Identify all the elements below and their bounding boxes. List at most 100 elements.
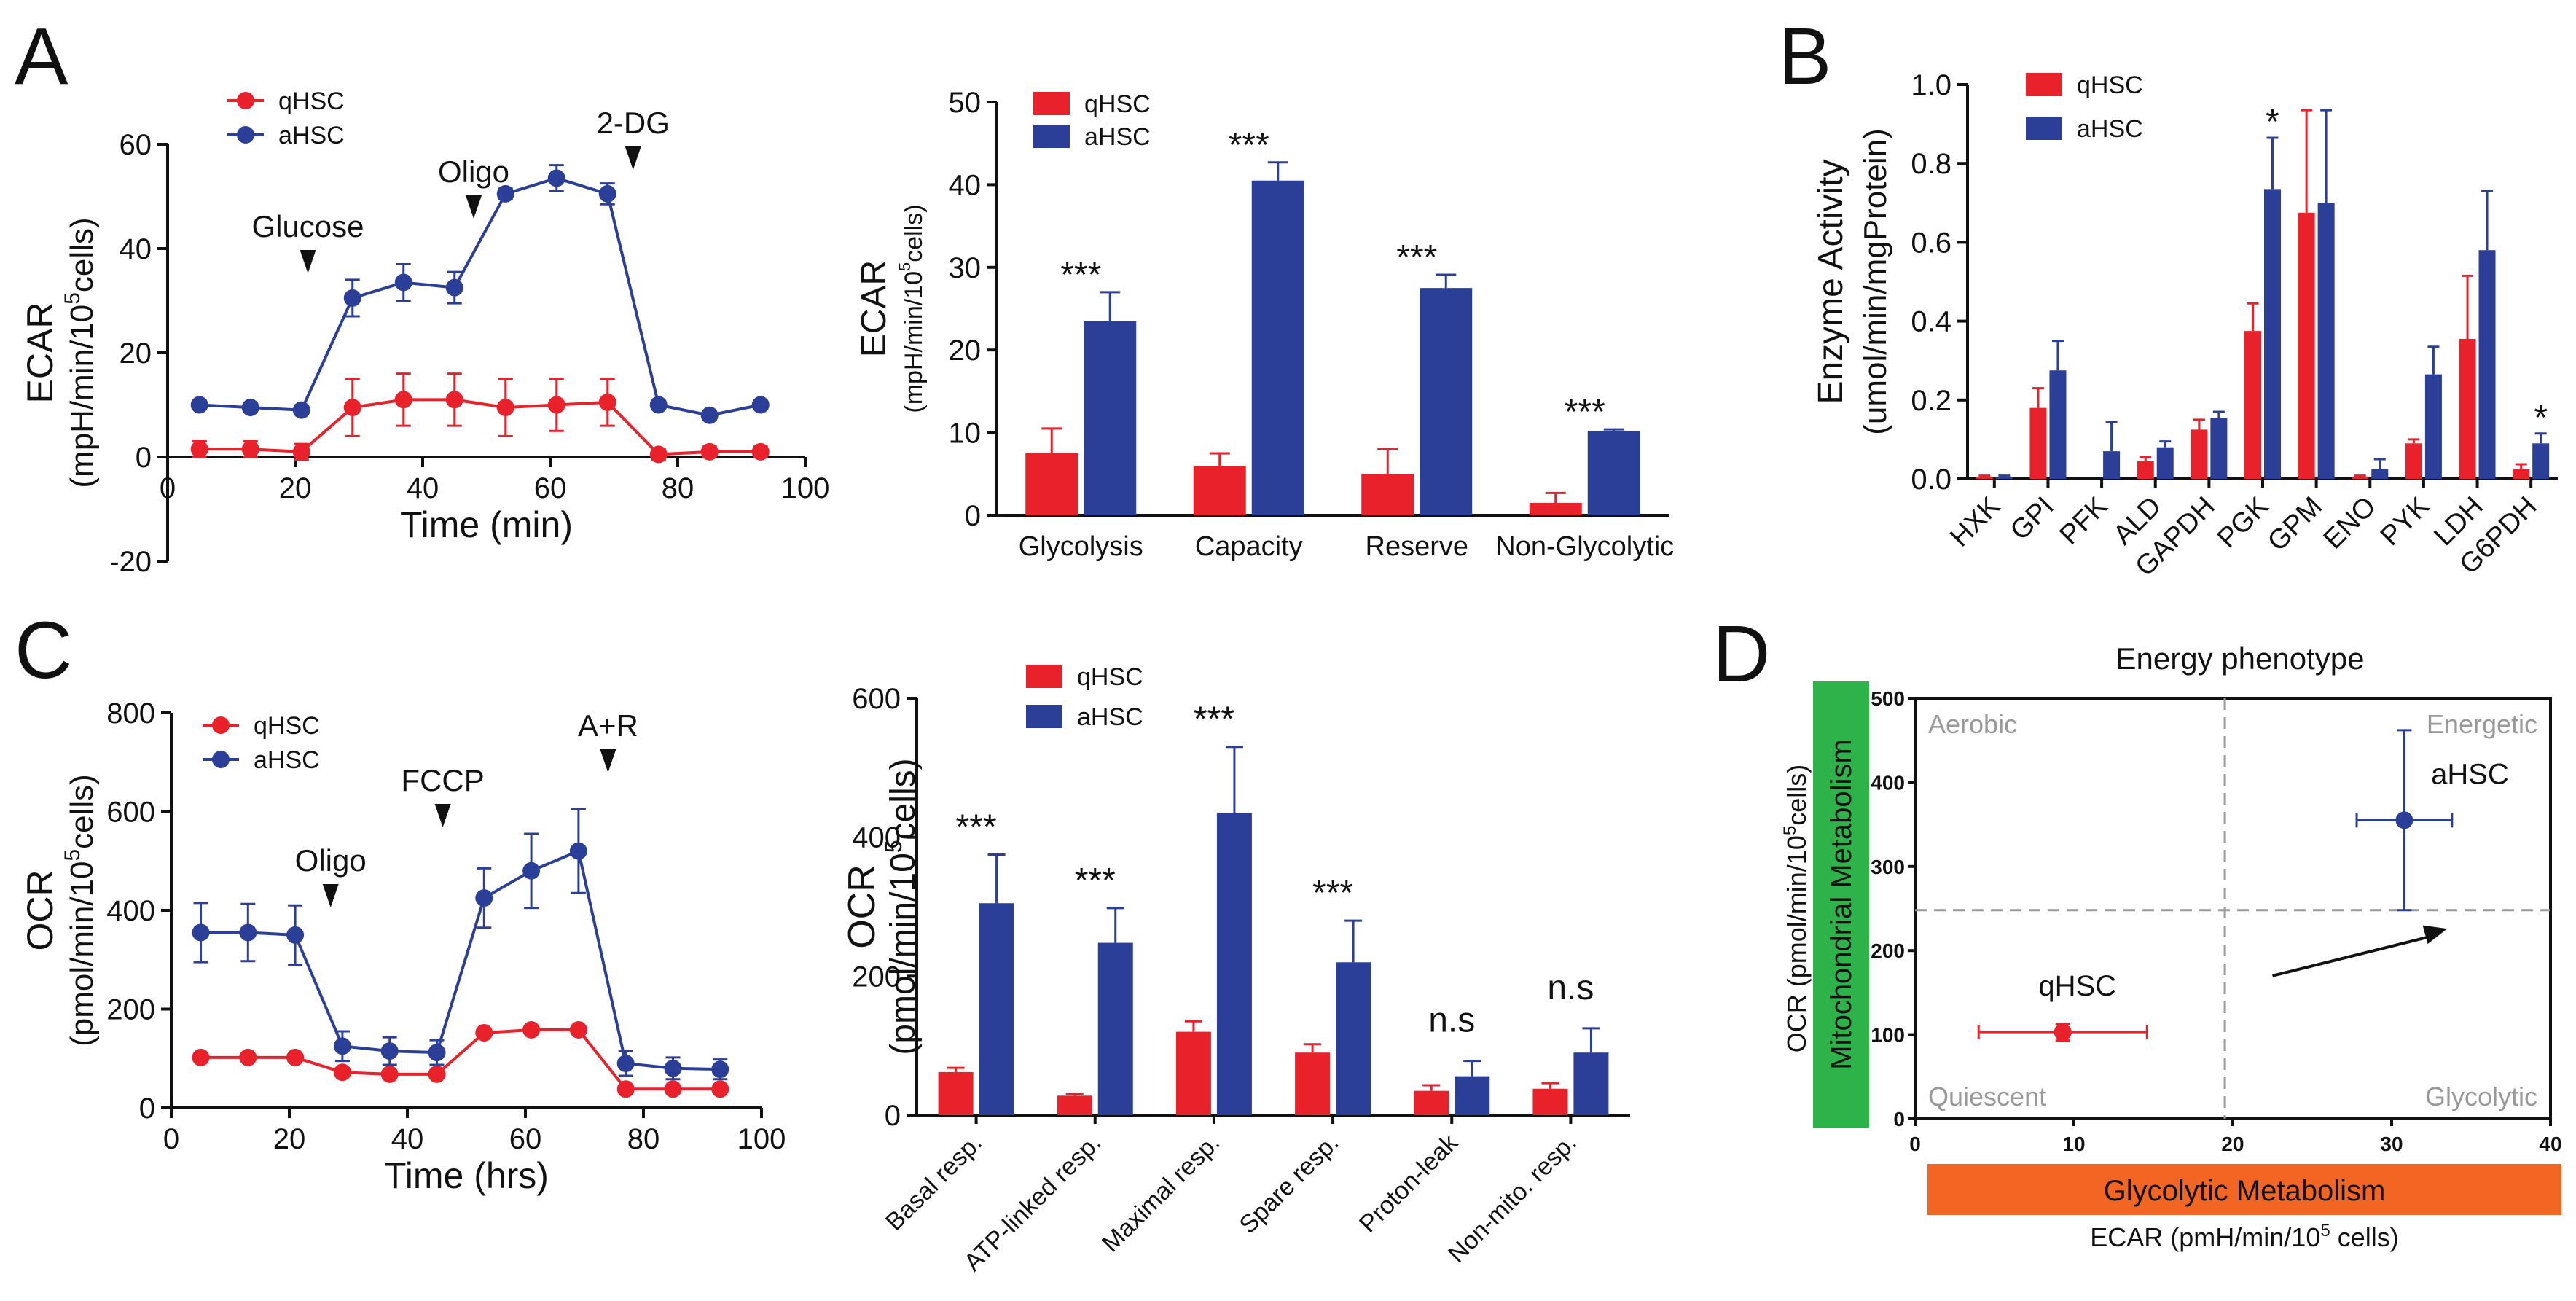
data-point-qhsc	[2054, 1023, 2072, 1042]
category-label: GPM	[2262, 491, 2328, 558]
y-tick-label: 0	[885, 1100, 901, 1132]
bar-ahsc	[2264, 189, 2281, 479]
bar-qhsc	[2405, 443, 2422, 479]
legend-label-ahsc: aHSC	[1084, 123, 1151, 151]
y-tick-label: 0.2	[1911, 385, 1951, 417]
bar-ahsc	[2210, 418, 2228, 479]
data-point-ahsc	[522, 862, 541, 880]
bar-ahsc	[2156, 447, 2174, 479]
y-tick-label: 1.0	[1911, 69, 1951, 101]
data-point-ahsc	[664, 1059, 682, 1077]
annotation-label: FCCP	[401, 763, 484, 797]
x-tick-label: 10	[2062, 1133, 2085, 1155]
data-point-qhsc	[569, 1020, 587, 1039]
y-axis-label: ECAR	[855, 260, 893, 357]
ecar-bar-chart: 0 10 20 30 40 50 Glycolysis *** Capacity *** Reser…	[855, 87, 1674, 562]
legend-marker-qhsc	[212, 716, 230, 734]
bar-qhsc	[2352, 477, 2369, 479]
ocr-timecourse-chart: 0 200 400 600 800 0 20 40 60 80 100 Time (hrs) OCR (p…	[20, 698, 786, 1196]
category-label: Basal resp.	[880, 1129, 987, 1236]
legend-swatch-qhsc	[1026, 665, 1062, 688]
legend-swatch-ahsc	[1033, 125, 1070, 148]
data-point-qhsc	[522, 1020, 541, 1039]
bar-qhsc	[1025, 453, 1078, 515]
significance-label: ***	[1396, 238, 1437, 277]
data-point-ahsc	[190, 396, 208, 414]
y-axis-unit-sup: 5	[896, 262, 914, 271]
x-axis-label-part: cells)	[2330, 1222, 2399, 1252]
y-axis-label-sup: 5	[1780, 826, 1800, 835]
bar-ahsc	[979, 903, 1014, 1115]
category-label: Glycolysis	[1019, 531, 1143, 562]
significance-label: ***	[1229, 126, 1269, 165]
bar-ahsc	[1251, 180, 1304, 516]
x-tick-label: 20	[2221, 1133, 2244, 1155]
y-tick-label: 300	[1871, 856, 1905, 878]
x-tick-label: 80	[662, 472, 694, 504]
data-point-qhsc	[616, 1080, 635, 1098]
annotation-arrow	[434, 804, 451, 827]
transition-arrow-line	[2272, 934, 2433, 977]
y-tick-label: 600	[852, 683, 901, 715]
y-tick-label: 40	[120, 233, 152, 265]
legend-marker-ahsc	[212, 751, 230, 768]
x-tick-label: 20	[279, 472, 312, 504]
y-tick-label: 0.0	[1911, 464, 1951, 496]
data-point-ahsc	[475, 889, 493, 907]
y-tick-label: 0	[139, 1093, 155, 1125]
data-point-qhsc	[192, 1048, 210, 1066]
annotation-arrow	[300, 250, 316, 273]
y-tick-label: 0	[136, 442, 152, 474]
legend-marker-qhsc	[237, 92, 254, 109]
significance-label: *	[2266, 103, 2279, 141]
series-line-ahsc	[200, 848, 721, 1071]
data-point-ahsc	[286, 926, 305, 944]
panel-label-b: B	[1778, 12, 1831, 101]
annotation-arrow	[322, 884, 339, 907]
data-point-qhsc	[343, 399, 361, 417]
bar-qhsc	[1295, 1052, 1331, 1115]
y-axis-unit-part: cells)	[64, 774, 100, 849]
y-axis-unit-part: cells)	[900, 204, 928, 262]
data-point-qhsc	[475, 1024, 493, 1042]
y-axis-unit-part: (umol/min/mgProtein)	[1857, 128, 1893, 435]
y-tick-label: 20	[120, 337, 152, 370]
bar-ahsc	[1336, 962, 1371, 1115]
quadrant-label: Quiescent	[1928, 1082, 2046, 1111]
data-point-ahsc	[380, 1042, 399, 1060]
x-tick-label: 0	[1909, 1133, 1921, 1155]
y-tick-label: 500	[1871, 687, 1905, 710]
legend-label-ahsc: aHSC	[278, 122, 345, 149]
y-tick-label: 400	[852, 822, 901, 854]
data-point-ahsc	[616, 1055, 635, 1073]
data-point-qhsc	[286, 1048, 305, 1066]
data-point-ahsc	[569, 842, 587, 860]
data-point-qhsc	[239, 1048, 257, 1066]
data-point-qhsc	[428, 1065, 446, 1083]
bar-ahsc	[2371, 469, 2389, 479]
data-point-qhsc	[333, 1063, 351, 1082]
y-tick-label: 200	[852, 961, 901, 993]
category-label: PFK	[2054, 491, 2113, 551]
data-point-qhsc	[751, 442, 770, 461]
y-tick-label: 30	[949, 252, 982, 284]
annotation-label: Oligo	[295, 843, 367, 878]
category-label: PYK	[2375, 491, 2435, 552]
legend-label-ahsc: aHSC	[1077, 703, 1143, 731]
panel-label-a: A	[15, 12, 68, 101]
bar-ahsc	[2424, 374, 2442, 479]
y-tick-label: 50	[949, 87, 982, 119]
y-axis-label: OCR	[20, 870, 60, 950]
bar-ahsc	[1455, 1076, 1490, 1115]
significance-label: ***	[1312, 874, 1353, 913]
significance-label: n.s	[1428, 1001, 1475, 1040]
data-point-qhsc	[190, 440, 208, 458]
y-tick-label: 600	[106, 797, 155, 829]
bar-qhsc	[2191, 429, 2208, 479]
legend-swatch-ahsc	[2026, 117, 2062, 140]
bar-qhsc	[2513, 469, 2530, 479]
category-label: GPI	[2005, 491, 2060, 547]
y-axis-unit-label: (mpH/min/105cells)	[896, 204, 928, 413]
data-point-ahsc	[241, 399, 259, 417]
